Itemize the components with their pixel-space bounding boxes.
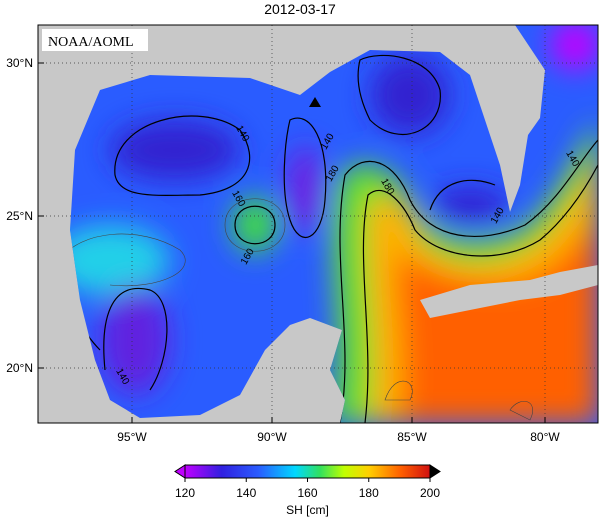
- colorbar-tick-label: 120: [175, 486, 195, 500]
- cuba: [420, 265, 598, 318]
- lat-label: 20°N: [6, 361, 33, 375]
- colorbar-tick-label: 160: [297, 486, 317, 500]
- lon-label: 90°W: [257, 430, 287, 444]
- graticule: [38, 25, 598, 423]
- title: 2012-03-17: [264, 1, 336, 17]
- marker: [309, 97, 321, 107]
- colorbar-label: SH [cm]: [286, 503, 329, 517]
- lon-label: 95°W: [117, 430, 147, 444]
- lat-label: 30°N: [6, 56, 33, 70]
- credit-box: [42, 29, 148, 51]
- colorbar-high: [429, 464, 441, 479]
- lon-label: 80°W: [530, 430, 560, 444]
- colorbar-low: [174, 464, 186, 479]
- colorbar-tick-label: 200: [420, 486, 440, 500]
- lat-label: 25°N: [6, 209, 33, 223]
- colorbar: [184, 464, 431, 479]
- colorbar-tick-label: 180: [359, 486, 379, 500]
- colorbar-tick-label: 140: [236, 486, 256, 500]
- map-frame: [37, 24, 599, 424]
- credit: NOAA/AOML: [48, 35, 134, 50]
- lon-label: 85°W: [397, 430, 427, 444]
